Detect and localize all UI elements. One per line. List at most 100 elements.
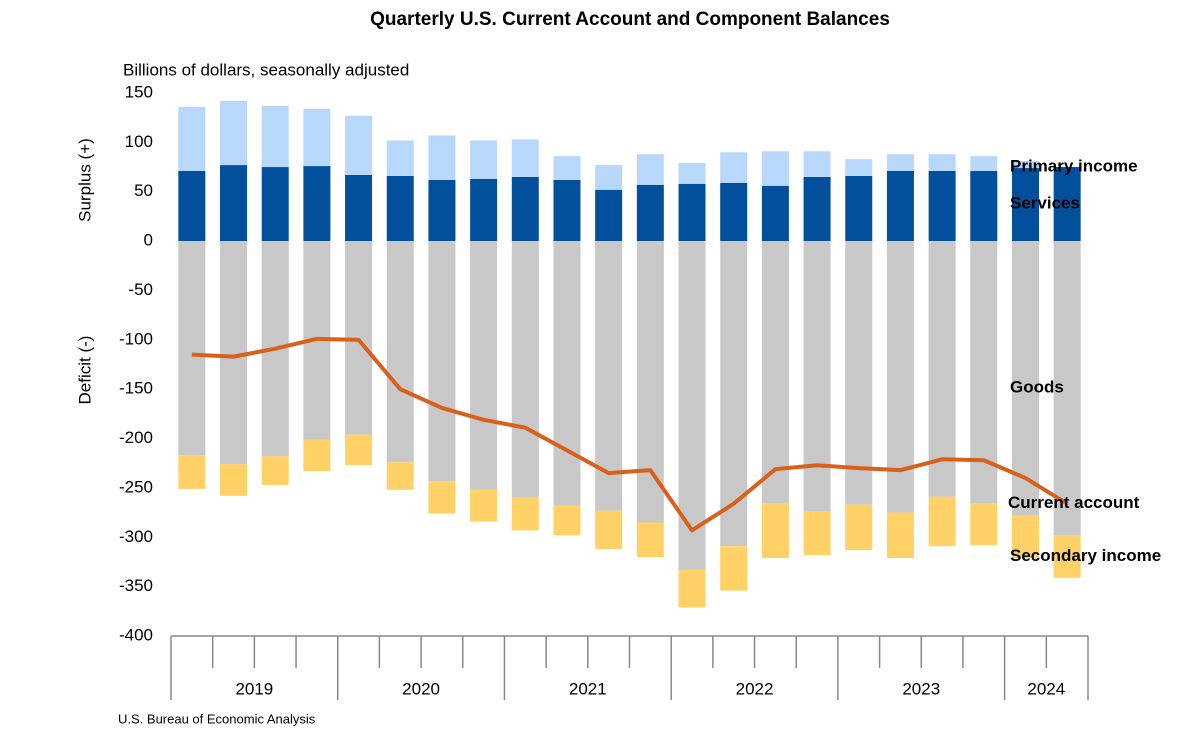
bar	[261, 456, 289, 485]
bar	[553, 179, 581, 242]
bar	[178, 106, 206, 171]
bar	[511, 241, 539, 498]
bar	[261, 167, 289, 242]
bar	[636, 154, 664, 185]
bar	[428, 135, 456, 180]
bar	[845, 504, 873, 551]
legend-label: Primary income	[1010, 157, 1138, 176]
chart-title: Quarterly U.S. Current Account and Compo…	[370, 9, 890, 30]
legend-label: Current account	[1008, 493, 1140, 512]
bar	[303, 108, 331, 167]
bar	[720, 152, 748, 183]
bar	[1011, 161, 1039, 169]
bar	[345, 434, 373, 466]
bar	[470, 241, 498, 490]
bar	[220, 241, 248, 465]
bar	[845, 175, 873, 242]
bar	[803, 511, 831, 556]
bar	[678, 241, 706, 570]
bar	[636, 184, 664, 242]
bar	[345, 174, 373, 242]
bar	[845, 159, 873, 176]
bar	[928, 241, 956, 497]
bar	[970, 503, 998, 546]
y-tick-label: 50	[134, 181, 153, 200]
bar	[470, 489, 498, 522]
bar	[761, 503, 789, 559]
bar	[1053, 167, 1081, 242]
bar	[261, 105, 289, 168]
bar	[886, 170, 914, 242]
x-tick-label: 2023	[902, 679, 940, 698]
line	[191, 336, 1069, 533]
bar	[886, 154, 914, 171]
bar	[761, 151, 789, 186]
x-tick-label: 2019	[235, 679, 273, 698]
bar	[1053, 535, 1081, 578]
bar	[345, 115, 373, 175]
bar	[720, 546, 748, 591]
bar	[553, 156, 581, 180]
bar	[428, 480, 456, 514]
legend-label: Goods	[1010, 378, 1064, 397]
y-tick-label: -400	[119, 625, 153, 644]
bar	[386, 140, 414, 176]
bar	[761, 185, 789, 242]
bar	[595, 510, 623, 550]
bar	[386, 462, 414, 490]
y-tick-label: -150	[119, 379, 153, 398]
bar	[220, 165, 248, 242]
bar	[386, 175, 414, 242]
bar	[470, 140, 498, 179]
bar	[761, 241, 789, 504]
y-tick-label: 100	[125, 132, 153, 151]
bar	[303, 166, 331, 242]
bar	[386, 241, 414, 463]
bar	[636, 522, 664, 558]
y-tick-label: -100	[119, 329, 153, 348]
source-note: U.S. Bureau of Economic Analysis	[118, 711, 316, 726]
x-tick-label: 2021	[569, 679, 607, 698]
bar	[1011, 515, 1039, 559]
y-tick-label: -200	[119, 428, 153, 447]
bar	[928, 170, 956, 242]
bar	[553, 241, 581, 506]
bar	[470, 178, 498, 242]
y-tick-label: -350	[119, 576, 153, 595]
x-tick-label: 2024	[1027, 679, 1065, 698]
bar	[595, 165, 623, 190]
bar	[511, 176, 539, 242]
x-tick-label: 2022	[736, 679, 774, 698]
bar	[303, 439, 331, 472]
bar	[678, 569, 706, 608]
bar	[803, 176, 831, 242]
bar	[720, 241, 748, 547]
y-axis-label: Surplus (+)	[75, 138, 94, 222]
bar	[1053, 241, 1081, 536]
y-tick-label: 150	[125, 82, 153, 101]
bar	[220, 464, 248, 496]
legend-label: Services	[1010, 194, 1080, 213]
y-tick-label: 0	[144, 231, 153, 250]
bar	[803, 241, 831, 512]
x-tick-label: 2020	[402, 679, 440, 698]
bar	[428, 179, 456, 242]
bar	[970, 156, 998, 171]
bar	[595, 189, 623, 242]
bar	[511, 139, 539, 177]
bar	[678, 183, 706, 242]
bar	[970, 170, 998, 242]
bar	[595, 241, 623, 511]
bar	[928, 496, 956, 547]
bar	[886, 512, 914, 559]
y-tick-label: -50	[128, 280, 153, 299]
bar	[1011, 241, 1039, 516]
bar	[636, 241, 664, 523]
chart-subtitle: Billions of dollars, seasonally adjusted	[123, 60, 409, 79]
bar	[1011, 168, 1039, 242]
bar	[178, 455, 206, 489]
bar	[178, 241, 206, 456]
bar	[678, 163, 706, 184]
bar	[178, 170, 206, 242]
